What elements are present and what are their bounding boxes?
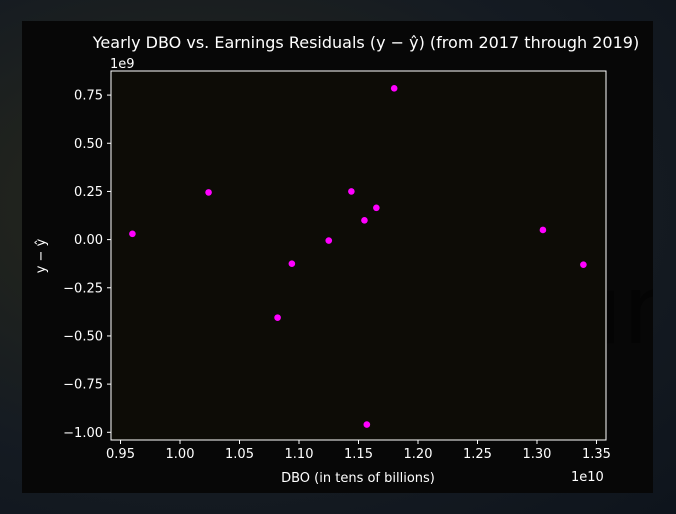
figure-window: ubun 0.951.001.051.101.151.201.251.301.3… xyxy=(22,21,653,493)
data-point xyxy=(373,204,380,212)
plot-frame xyxy=(110,70,607,441)
x-axis-label: DBO (in tens of billions) xyxy=(281,471,435,486)
data-point xyxy=(274,314,281,321)
x-tick-label: 1.05 xyxy=(225,447,254,462)
data-point xyxy=(539,226,547,234)
y-tick-label: −0.75 xyxy=(63,378,103,393)
plot-area xyxy=(111,71,606,440)
y-tick-label: 0.50 xyxy=(74,137,103,152)
data-point xyxy=(129,230,136,238)
data-points xyxy=(129,85,587,428)
x-tick-label: 1.35 xyxy=(582,447,611,462)
data-point xyxy=(288,260,296,267)
data-point xyxy=(580,261,587,268)
data-point xyxy=(205,189,212,196)
y-tick-label: −0.50 xyxy=(63,329,103,344)
y-tick-label: 0.00 xyxy=(74,233,103,248)
y-tick-label: 0.75 xyxy=(74,89,103,104)
data-point xyxy=(363,421,371,428)
x-tick-label: 1.00 xyxy=(166,447,195,462)
y-offset-label: 1e9 xyxy=(110,57,135,72)
data-point xyxy=(325,237,333,244)
y-axis-label: y − ŷ xyxy=(34,238,49,273)
data-point xyxy=(390,85,398,92)
x-tick-label: 1.10 xyxy=(285,447,314,462)
x-tick-label: 0.95 xyxy=(106,447,135,462)
data-point xyxy=(361,217,368,224)
chart-title: Yearly DBO vs. Earnings Residuals (y − ŷ… xyxy=(92,33,639,52)
y-axis: 0.75 0.50 0.25 0.00 −0.25 −0.50 −0.75 −1.00 xyxy=(63,89,111,441)
y-tick-label: 0.25 xyxy=(74,185,103,200)
y-tick-label: −0.25 xyxy=(63,281,103,296)
scatter-chart: ubun 0.951.001.051.101.151.201.251.301.3… xyxy=(34,33,653,486)
y-tick-label: −1.00 xyxy=(63,426,103,441)
x-offset-label: 1e10 xyxy=(571,470,604,485)
x-tick-label: 1.30 xyxy=(523,447,552,462)
x-tick-label: 1.15 xyxy=(344,447,373,462)
x-tick-label: 1.25 xyxy=(463,447,492,462)
x-tick-label: 1.20 xyxy=(404,447,433,462)
data-point xyxy=(348,188,355,195)
x-axis: 0.95 1.00 1.05 1.10 1.15 1.20 1.25 1.30 1.35 xyxy=(106,440,611,462)
